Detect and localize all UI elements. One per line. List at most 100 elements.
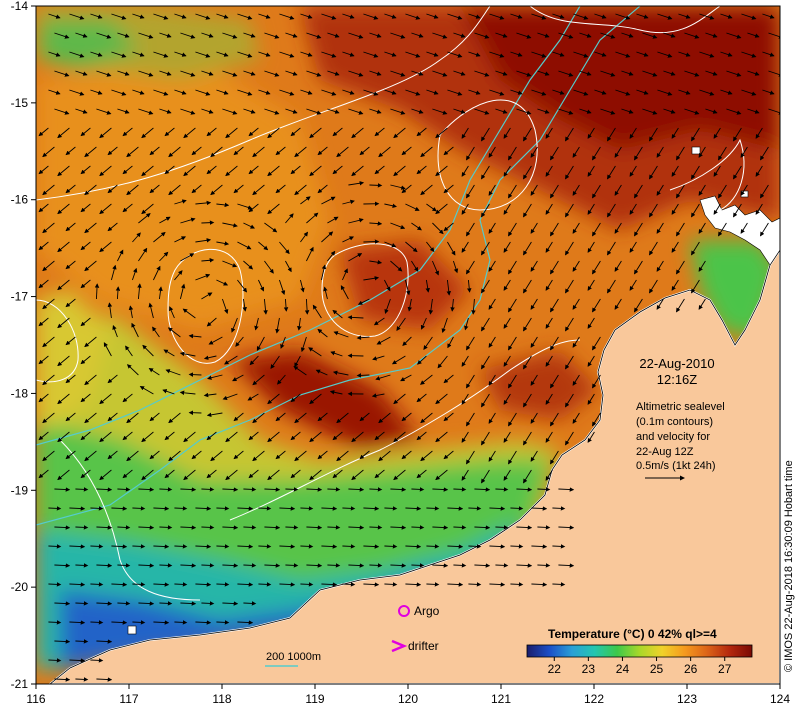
velocity-arrow [201,601,215,606]
velocity-arrow [216,13,229,19]
velocity-arrow [615,13,631,20]
velocity-arrow [495,563,509,568]
velocity-arrow [309,165,322,177]
velocity-arrow [201,108,214,114]
velocity-arrow [90,658,104,663]
velocity-arrow [327,32,340,38]
velocity-arrow [132,51,145,57]
velocity-arrow [401,412,412,422]
velocity-arrow [495,32,508,38]
velocity-arrow [374,431,385,441]
velocity-arrow [249,355,259,366]
velocity-arrow [206,317,217,327]
velocity-arrow [332,370,349,376]
velocity-arrow [75,563,89,568]
velocity-arrow [614,184,622,196]
velocity-arrow [330,351,343,357]
x-tick-label: 121 [491,692,511,706]
colorbar: Temperature (°C) 0 42% ql>=4 22 23 24 25 26 2… [526,627,753,676]
velocity-arrow [443,450,454,460]
velocity-arrow [158,286,163,300]
velocity-arrow [153,506,170,511]
velocity-arrow [195,582,212,587]
velocity-arrow [57,241,70,253]
velocity-arrow [503,165,511,177]
velocity-arrow [174,13,187,19]
velocity-arrow [545,431,553,443]
velocity-arrow [733,127,742,142]
velocity-arrow [203,355,217,361]
velocity-arrow [552,506,566,511]
drifter-label: drifter [408,639,439,653]
velocity-arrow [671,203,679,215]
velocity-arrow [290,393,301,403]
velocity-arrow [293,365,307,376]
velocity-arrow [558,108,574,115]
velocity-arrow [148,302,154,319]
velocity-arrow [48,506,62,511]
velocity-arrow [594,89,607,95]
velocity-arrow [572,184,580,196]
velocity-arrow [481,431,490,446]
velocity-arrow [75,487,89,492]
velocity-arrow [38,393,49,403]
velocity-arrow [38,165,49,175]
velocity-arrow [718,222,727,237]
velocity-arrow [42,336,55,348]
velocity-arrow [558,32,574,39]
velocity-arrow [558,563,575,568]
velocity-arrow [300,51,313,57]
velocity-arrow [80,317,91,327]
velocity-arrow [80,165,91,175]
velocity-arrow [264,70,280,77]
velocity-arrow [332,469,343,479]
velocity-arrow [195,238,212,243]
velocity-arrow [495,70,508,76]
velocity-arrow [698,222,706,234]
velocity-arrow [321,544,338,549]
velocity-arrow [634,222,643,237]
velocity-arrow [393,127,406,139]
velocity-arrow [279,241,290,255]
velocity-arrow [248,165,259,175]
velocity-arrow [466,336,475,351]
velocity-arrow [38,127,49,137]
velocity-arrow [80,431,91,441]
velocity-arrow [180,525,197,530]
velocity-arrow [461,165,469,177]
velocity-arrow [384,544,398,549]
velocity-arrow [488,450,496,462]
velocity-arrow [550,412,559,427]
velocity-arrow [481,317,490,332]
velocity-arrow [107,184,118,194]
velocity-arrow [99,203,112,215]
velocity-arrow [552,51,565,57]
velocity-arrow [437,355,448,369]
velocity-arrow [90,620,104,625]
velocity-arrow [237,241,252,250]
velocity-arrow [267,393,280,405]
velocity-arrow [545,165,553,177]
velocity-arrow [411,563,425,568]
velocity-arrow [69,51,85,58]
velocity-arrow [402,336,412,347]
velocity-arrow [300,506,314,511]
velocity-arrow [99,469,112,481]
velocity-arrows [38,13,780,682]
x-tick-label: 123 [677,692,697,706]
velocity-arrow [75,70,88,76]
velocity-arrow [488,374,496,386]
velocity-arrow [317,412,328,422]
velocity-arrow [65,260,76,270]
velocity-arrow [48,51,61,57]
velocity-arrow [691,203,700,218]
velocity-arrow [508,374,517,389]
velocity-arrow [405,203,420,211]
velocity-arrow [183,165,196,177]
velocity-arrow [592,222,601,237]
y-tick-label: -14 [11,0,29,13]
velocity-arrow [656,298,664,310]
velocity-arrow [503,127,511,139]
velocity-arrow [357,298,370,305]
velocity-arrow [614,260,622,272]
